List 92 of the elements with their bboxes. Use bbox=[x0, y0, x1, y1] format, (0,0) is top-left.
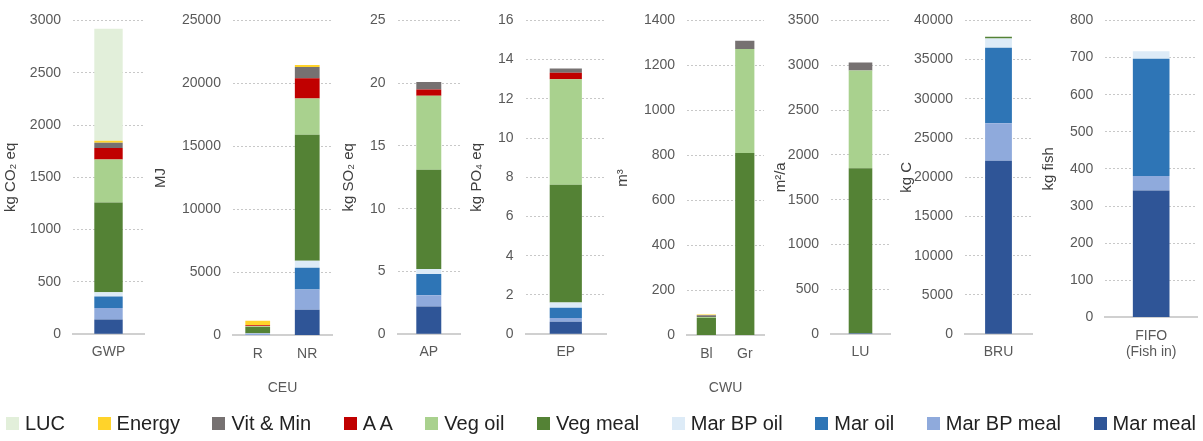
y-axis-title: kg fish bbox=[1039, 147, 1057, 191]
x-axis-title: CWU bbox=[708, 379, 743, 396]
legend-label: Mar meal bbox=[1111, 411, 1196, 435]
y-tick-label: 25000 bbox=[914, 128, 954, 145]
legend-label: A A bbox=[361, 411, 393, 435]
y-tick-label: 600 bbox=[1070, 85, 1094, 102]
x-tick-label: BRU bbox=[983, 343, 1014, 360]
y-tick-label: 0 bbox=[811, 325, 820, 342]
y-tick-label: 20000 bbox=[181, 74, 222, 91]
y-tick-label: 1000 bbox=[29, 220, 62, 237]
y-tick-label: 35000 bbox=[914, 50, 954, 67]
y-tick-label: 1000 bbox=[643, 101, 676, 118]
y-tick-label: 1500 bbox=[787, 190, 820, 207]
y-tick-label: 20000 bbox=[914, 168, 954, 185]
y-tick-label: 5 bbox=[377, 262, 386, 279]
y-tick-label: 10 bbox=[369, 199, 386, 216]
y-axis-title: kg SO₂ eq bbox=[339, 143, 357, 212]
legend-label: Vit & Min bbox=[230, 411, 312, 435]
legend-label: Energy bbox=[115, 411, 180, 435]
y-tick-label: 3500 bbox=[787, 11, 820, 28]
y-tick-label: 500 bbox=[37, 272, 62, 289]
y-tick-label: 20 bbox=[369, 74, 386, 91]
y-tick-label: 8 bbox=[505, 168, 514, 185]
y-tick-label: 0 bbox=[213, 326, 222, 343]
x-tick-label: NR bbox=[297, 344, 318, 361]
x-tick-label: FIFO (Fish in) bbox=[1125, 326, 1177, 360]
y-tick-label: 200 bbox=[651, 281, 676, 298]
y-tick-label: 25 bbox=[369, 11, 386, 28]
y-tick-label: 15000 bbox=[181, 137, 222, 154]
y-axis-title: kg CO₂ eq bbox=[1, 142, 19, 212]
legend-label: Veg meal bbox=[554, 411, 640, 435]
x-tick-label: GWP bbox=[91, 343, 126, 360]
y-tick-label: 400 bbox=[1070, 159, 1094, 176]
y-tick-label: 5000 bbox=[189, 263, 222, 280]
y-tick-label: 0 bbox=[1085, 308, 1094, 325]
y-tick-label: 25000 bbox=[181, 11, 222, 28]
y-tick-label: 400 bbox=[651, 236, 676, 253]
y-tick-label: 3000 bbox=[29, 11, 62, 28]
x-tick-label: Gr bbox=[737, 344, 753, 361]
y-tick-label: 3000 bbox=[787, 56, 820, 73]
x-tick-label: R bbox=[252, 344, 263, 361]
y-tick-label: 1400 bbox=[643, 11, 676, 28]
y-tick-label: 700 bbox=[1070, 48, 1094, 65]
legend-label: Mar BP meal bbox=[944, 411, 1062, 435]
y-axis-title: MJ bbox=[151, 167, 169, 188]
y-tick-label: 2000 bbox=[787, 145, 820, 162]
x-tick-label: EP bbox=[556, 343, 576, 360]
y-tick-label: 800 bbox=[651, 146, 676, 163]
y-tick-label: 2500 bbox=[29, 63, 62, 80]
y-tick-label: 1200 bbox=[643, 56, 676, 73]
y-tick-label: 200 bbox=[1070, 234, 1094, 251]
y-tick-label: 300 bbox=[1070, 196, 1094, 213]
y-tick-label: 10 bbox=[497, 128, 514, 145]
y-tick-label: 30000 bbox=[914, 89, 954, 106]
legend-label: LUC bbox=[24, 411, 66, 435]
y-tick-label: 1500 bbox=[29, 168, 62, 185]
y-tick-label: 0 bbox=[505, 325, 514, 342]
y-axis-title: kg C bbox=[897, 161, 915, 193]
y-tick-label: 0 bbox=[53, 325, 62, 342]
y-axis-title: kg PO₄ eq bbox=[467, 142, 485, 212]
y-tick-label: 10000 bbox=[914, 246, 954, 263]
y-tick-label: 2000 bbox=[29, 115, 62, 132]
y-tick-label: 500 bbox=[1070, 122, 1094, 139]
y-tick-label: 15 bbox=[369, 136, 386, 153]
y-axis-title: m²/a bbox=[771, 161, 789, 193]
x-tick-label: Bl bbox=[700, 344, 713, 361]
y-tick-label: 16 bbox=[497, 11, 514, 28]
legend-label: Veg oil bbox=[443, 411, 505, 435]
y-tick-label: 0 bbox=[667, 326, 676, 343]
y-tick-label: 2500 bbox=[787, 100, 820, 117]
y-tick-label: 100 bbox=[1070, 271, 1094, 288]
y-tick-label: 600 bbox=[651, 191, 676, 208]
legend-label: Mar BP oil bbox=[689, 411, 783, 435]
y-tick-label: 4 bbox=[505, 246, 514, 263]
y-tick-label: 14 bbox=[497, 50, 514, 67]
x-tick-label: LU bbox=[851, 343, 870, 360]
y-tick-label: 0 bbox=[377, 325, 386, 342]
x-axis-title: CEU bbox=[267, 379, 298, 396]
y-tick-label: 500 bbox=[795, 280, 820, 297]
x-tick-label: AP bbox=[419, 343, 439, 360]
y-tick-label: 10000 bbox=[181, 200, 222, 217]
y-axis-title: m³ bbox=[613, 169, 631, 187]
y-tick-label: 6 bbox=[505, 207, 514, 224]
y-tick-label: 5000 bbox=[921, 285, 954, 302]
y-tick-label: 12 bbox=[497, 89, 514, 106]
y-tick-label: 800 bbox=[1070, 11, 1094, 28]
y-tick-label: 2 bbox=[505, 285, 514, 302]
y-tick-label: 1000 bbox=[787, 235, 820, 252]
y-tick-label: 0 bbox=[945, 325, 954, 342]
legend-label: Mar oil bbox=[833, 411, 895, 435]
y-tick-label: 40000 bbox=[914, 11, 954, 28]
y-tick-label: 15000 bbox=[914, 207, 954, 224]
